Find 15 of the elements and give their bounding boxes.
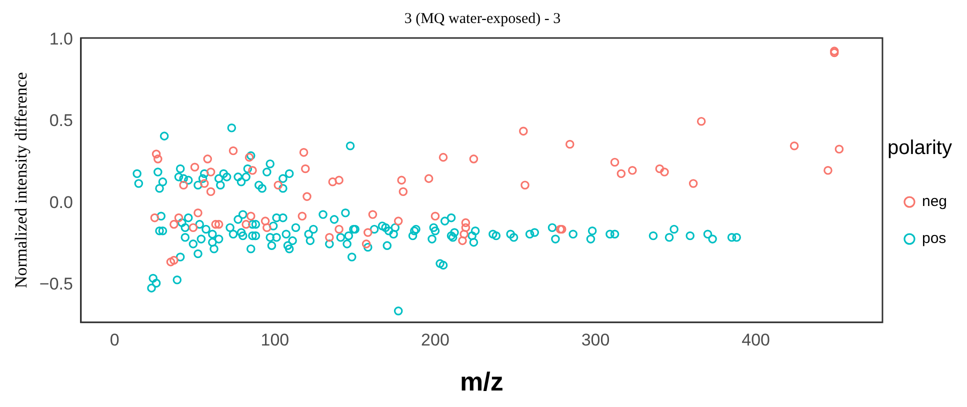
chart-title: 3 (MQ water-exposed) - 3	[404, 10, 561, 27]
x-tick-label: 0	[110, 330, 120, 350]
x-tick-label: 400	[742, 330, 770, 350]
y-tick-label: 1.0	[49, 29, 73, 48]
x-tick-label: 300	[581, 330, 610, 350]
y-axis-title: Normalized intensity difference	[12, 72, 31, 288]
legend-title: polarity	[887, 137, 952, 160]
y-tick-label: −0.5	[39, 274, 73, 294]
x-tick-label: 100	[260, 330, 290, 350]
legend-label: neg	[922, 193, 948, 210]
x-axis-title: m/z	[460, 366, 504, 397]
x-tick-label: 200	[421, 330, 450, 350]
y-tick-label: 0.0	[49, 192, 73, 212]
legend-label: pos	[922, 230, 946, 248]
y-tick-label: 0.5	[49, 111, 73, 130]
